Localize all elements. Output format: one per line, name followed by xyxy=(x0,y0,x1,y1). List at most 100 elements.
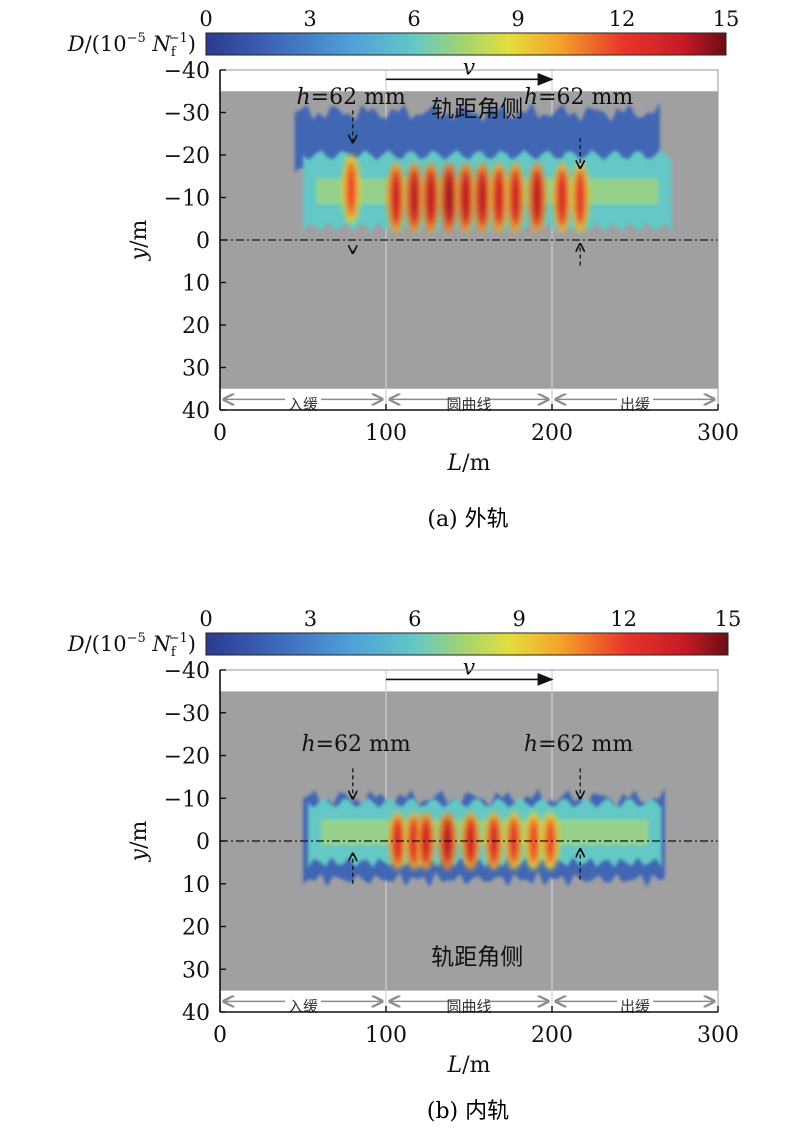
velocity-label: v xyxy=(463,55,476,80)
damage-peak xyxy=(440,162,459,233)
peak-core xyxy=(411,175,418,220)
colorbar: 0 3 6 9 12 15 D/(10−5 Nf−1) xyxy=(67,607,742,660)
peak-core xyxy=(495,175,502,220)
section-label: 入缓 xyxy=(288,395,318,413)
colorbar-gradient xyxy=(205,32,727,56)
damage-peak xyxy=(524,812,543,870)
section-label: 圆曲线 xyxy=(446,997,491,1015)
colorbar-tick-label: 6 xyxy=(408,607,421,631)
y-tick-label: −30 xyxy=(164,702,210,727)
section-arrow: 圆曲线 xyxy=(390,997,548,1015)
peak-core xyxy=(462,175,469,220)
x-tick-label: 100 xyxy=(365,1023,407,1048)
peak-core xyxy=(446,175,453,220)
peak-core xyxy=(479,175,486,220)
colorbar-tick-label: 3 xyxy=(303,7,316,31)
peak-core xyxy=(392,175,399,220)
y-tick-label: −40 xyxy=(164,659,210,684)
colorbar-tick-label: 9 xyxy=(511,7,524,31)
colorbar-tick-label: 12 xyxy=(610,607,637,631)
y-tick-label: −10 xyxy=(164,787,210,812)
y-tick-label: 40 xyxy=(182,1001,210,1026)
h-label: h=62 mm xyxy=(524,732,633,757)
h-label: h=62 mm xyxy=(524,85,633,110)
y-tick-label: 10 xyxy=(182,272,210,297)
x-tick-label: 100 xyxy=(365,421,407,446)
x-tick-label: 300 xyxy=(697,421,739,446)
panel-inner-rail: 0 3 6 9 12 15 D/(10−5 Nf−1) 入缓 圆曲线 出缓 v 轨距角侧 h=62 mm… xyxy=(67,607,742,1078)
y-tick-label: −40 xyxy=(164,59,210,84)
damage-peak xyxy=(342,154,361,224)
colorbar-tick-label: 6 xyxy=(407,7,420,31)
damage-peak xyxy=(528,162,547,233)
colorbar-gradient xyxy=(205,632,729,656)
section-arrow: 入缓 xyxy=(224,395,382,413)
section-label: 出缓 xyxy=(620,997,650,1015)
peak-core xyxy=(467,823,474,859)
peak-core xyxy=(534,175,541,220)
peak-core xyxy=(422,823,429,859)
damage-peak xyxy=(489,162,508,233)
y-tick-label: 40 xyxy=(182,399,210,424)
h-label: h=62 mm xyxy=(296,85,405,110)
colorbar: 0 3 6 9 12 15 D/(10−5 Nf−1) xyxy=(67,7,740,60)
y-tick-label: −10 xyxy=(164,187,210,212)
y-tick-label: 20 xyxy=(182,314,210,339)
caption-a: (a) 外轨 xyxy=(427,507,508,532)
damage-peak xyxy=(461,812,480,870)
section-arrow: 圆曲线 xyxy=(390,395,548,413)
gauge-corner-label: 轨距角侧 xyxy=(431,96,523,122)
colorbar-tick-label: 9 xyxy=(513,607,526,631)
section-arrow: 出缓 xyxy=(556,395,714,413)
colorbar-tick-label: 15 xyxy=(713,7,740,31)
y-axis-label: y/m xyxy=(127,821,152,863)
y-tick-label: 10 xyxy=(182,873,210,898)
velocity-label: v xyxy=(463,655,476,680)
y-tick-label: 30 xyxy=(182,357,210,382)
x-axis-label: L/m xyxy=(447,1053,491,1078)
x-tick-label: 200 xyxy=(531,1023,573,1048)
colorbar-tick-label: 0 xyxy=(199,7,212,31)
damage-peak xyxy=(506,162,525,233)
y-axis-label: y/m xyxy=(127,220,152,262)
peak-core xyxy=(348,167,355,211)
damage-peak xyxy=(386,162,405,233)
x-axis-label: L/m xyxy=(447,451,491,476)
y-tick-label: 30 xyxy=(182,958,210,983)
x-tick-label: 200 xyxy=(531,421,573,446)
section-label: 入缓 xyxy=(288,997,318,1015)
y-tick-label: −30 xyxy=(164,102,210,127)
damage-peak xyxy=(552,162,571,233)
section-arrow: 出缓 xyxy=(556,997,714,1015)
y-tick-label: 0 xyxy=(196,830,210,855)
y-tick-label: −20 xyxy=(164,745,210,770)
x-tick-label: 0 xyxy=(213,421,227,446)
colorbar-tick-label: 15 xyxy=(715,607,742,631)
damage-peak xyxy=(416,812,435,870)
peak-core xyxy=(558,175,565,220)
colorbar-tick-label: 0 xyxy=(199,607,212,631)
caption-b: (b) 内轨 xyxy=(427,1099,509,1124)
section-label: 圆曲线 xyxy=(446,395,491,413)
x-tick-label: 300 xyxy=(697,1023,739,1048)
damage-peak xyxy=(405,162,424,233)
section-label: 出缓 xyxy=(620,395,650,413)
damage-peak xyxy=(571,162,590,233)
damage-peak xyxy=(421,162,440,233)
y-tick-label: −20 xyxy=(164,144,210,169)
peak-core xyxy=(530,823,537,859)
damage-peak xyxy=(473,162,492,233)
damage-band xyxy=(307,797,662,868)
colorbar-label: D/(10−5 Nf−1) xyxy=(67,631,196,660)
colorbar-tick-label: 12 xyxy=(609,7,636,31)
h-label: h=62 mm xyxy=(301,732,410,757)
colorbar-label: D/(10−5 Nf−1) xyxy=(67,31,196,60)
y-tick-label: 0 xyxy=(196,229,210,254)
peak-core xyxy=(577,175,584,220)
x-tick-label: 0 xyxy=(213,1023,227,1048)
colorbar-tick-label: 3 xyxy=(304,607,317,631)
gauge-corner-label: 轨距角侧 xyxy=(431,944,523,970)
peak-core xyxy=(547,823,554,859)
